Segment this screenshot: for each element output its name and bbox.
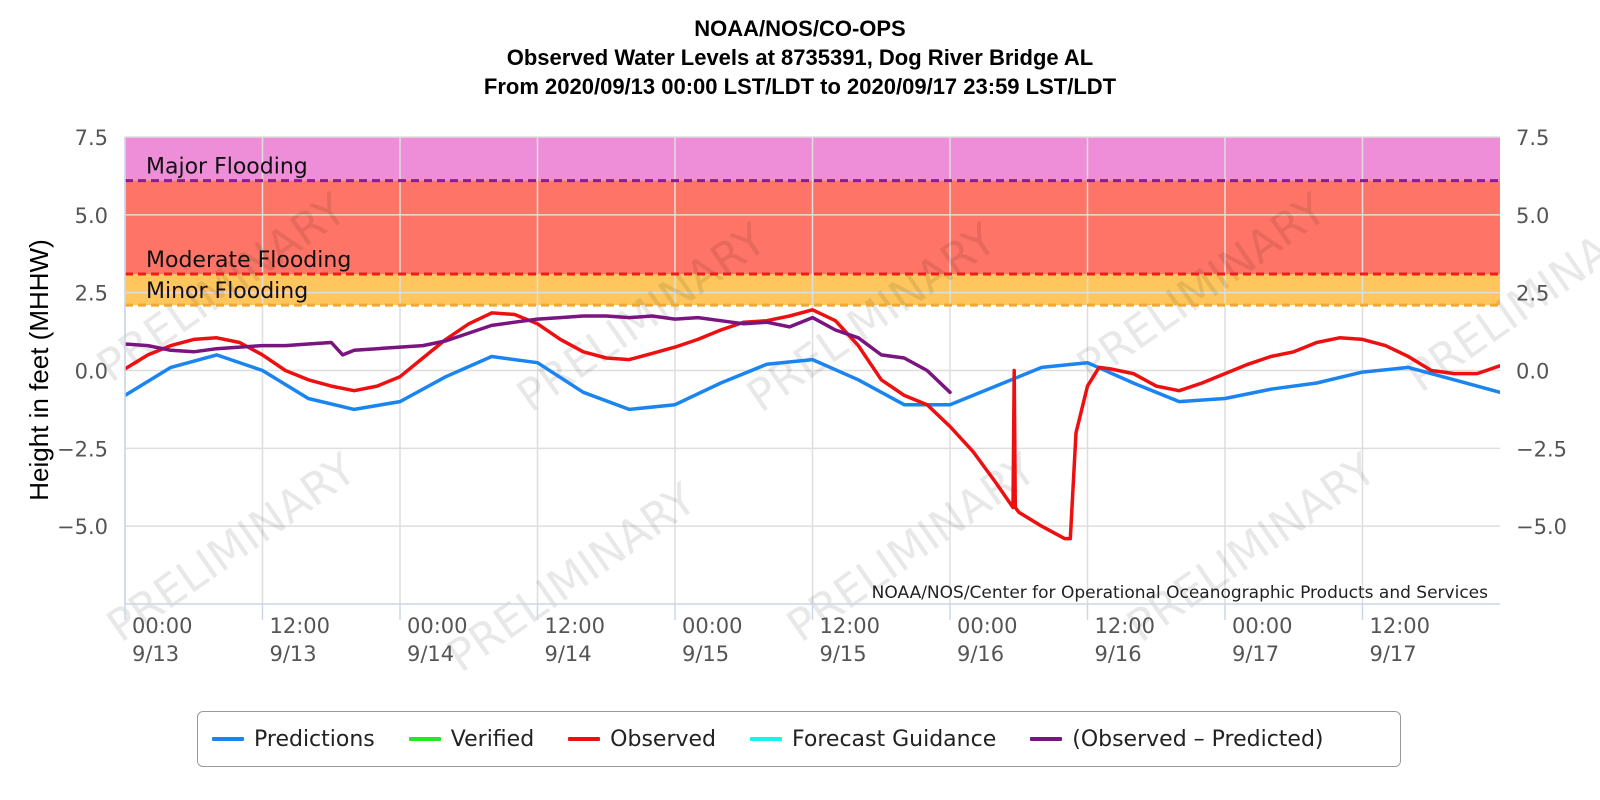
series-line-2 xyxy=(125,308,1500,541)
x-tick-time: 00:00 xyxy=(957,614,1018,638)
x-tick-time: 00:00 xyxy=(682,614,743,638)
legend-swatch xyxy=(568,737,601,741)
x-tick-time: 12:00 xyxy=(820,614,881,638)
y-tick-label-left: 0.0 xyxy=(75,360,108,384)
y-tick-label-right: 0.0 xyxy=(1516,360,1549,384)
x-tick-date: 9/14 xyxy=(407,642,454,666)
chart-title-line2: Observed Water Levels at 8735391, Dog Ri… xyxy=(506,45,1094,70)
legend-item[interactable]: Observed xyxy=(568,727,716,752)
y-tick-label-right: 5.0 xyxy=(1516,204,1549,228)
x-tick-time: 12:00 xyxy=(270,614,331,638)
y-tick-label-left: −2.5 xyxy=(57,437,108,461)
series-line-4 xyxy=(125,314,952,395)
y-tick-label-left: −5.0 xyxy=(57,515,108,539)
y-tick-label-right: −2.5 xyxy=(1516,437,1567,461)
legend-swatch xyxy=(750,737,783,741)
legend: Predictions Verified Observed Forecast Guid… xyxy=(197,711,1401,767)
x-tick-date: 9/17 xyxy=(1232,642,1279,666)
flood-band-label: Major Flooding xyxy=(146,155,308,180)
chart-title-line3: From 2020/09/13 00:00 LST/LDT to 2020/09… xyxy=(483,74,1117,99)
x-tick-time: 00:00 xyxy=(407,614,468,638)
legend-swatch xyxy=(408,737,441,741)
y-tick-label-right: 2.5 xyxy=(1516,282,1549,306)
legend-label: (Observed – Predicted) xyxy=(1072,726,1324,752)
y-tick-label-left: 5.0 xyxy=(75,204,108,228)
flood-threshold-lines xyxy=(125,179,1500,307)
x-tick-date: 9/17 xyxy=(1370,642,1417,666)
x-tick-date: 9/15 xyxy=(682,642,729,666)
credit-text: NOAA/NOS/Center for Operational Oceanogr… xyxy=(872,583,1488,603)
legend-item[interactable]: Forecast Guidance xyxy=(750,727,996,752)
axes: 7.5 7.5 5.0 5.0 2.5 2.5 0.0 0.0 −2.5 −2.5 −5.0 −5.0… xyxy=(57,126,1567,666)
flood-band-label: Moderate Flooding xyxy=(146,248,351,273)
y-tick-label-right: −5.0 xyxy=(1516,515,1567,539)
legend-item[interactable]: Verified xyxy=(408,726,535,752)
legend-label: Forecast Guidance xyxy=(792,726,997,752)
legend-item[interactable]: (Observed – Predicted) xyxy=(1030,726,1324,752)
x-tick-date: 9/16 xyxy=(957,642,1004,666)
y-tick-label-left: 2.5 xyxy=(75,282,108,306)
chart-title-line1: NOAA/NOS/CO-OPS xyxy=(694,16,906,41)
chart-title: NOAA/NOS/CO-OPS Observed Water Levels at… xyxy=(0,14,1600,101)
series-lines xyxy=(125,308,1500,541)
x-tick-date: 9/13 xyxy=(270,642,317,666)
flood-band-label: Minor Flooding xyxy=(146,279,308,304)
x-tick-time: 12:00 xyxy=(1095,614,1156,638)
x-tick-time: 12:00 xyxy=(1370,614,1431,638)
legend-label: Predictions xyxy=(254,726,375,752)
x-tick-date: 9/14 xyxy=(545,642,592,666)
x-tick-time: 12:00 xyxy=(545,614,606,638)
legend-item[interactable]: Predictions xyxy=(212,727,375,752)
series-line-0 xyxy=(125,353,1500,412)
x-tick-time: 00:00 xyxy=(1232,614,1293,638)
legend-swatch xyxy=(1030,737,1063,741)
x-tick-time: 00:00 xyxy=(132,614,193,638)
legend-swatch xyxy=(212,737,244,741)
x-tick-date: 9/15 xyxy=(820,642,867,666)
water-level-chart: PRELIMINARY PRELIMINARY PRELIMINARY PRELIMI… xyxy=(24,126,1600,682)
legend-label: Verified xyxy=(450,726,535,752)
x-tick-date: 9/16 xyxy=(1095,642,1142,666)
legend-label: Observed xyxy=(610,726,717,752)
flood-band-labels: Major Flooding Moderate Flooding Minor Flo… xyxy=(146,155,351,305)
y-axis-label: Height in feet (MHHW) xyxy=(24,239,54,501)
x-tick-date: 9/13 xyxy=(132,642,179,666)
y-tick-label-left: 7.5 xyxy=(75,126,108,150)
y-tick-label-right: 7.5 xyxy=(1516,126,1549,150)
